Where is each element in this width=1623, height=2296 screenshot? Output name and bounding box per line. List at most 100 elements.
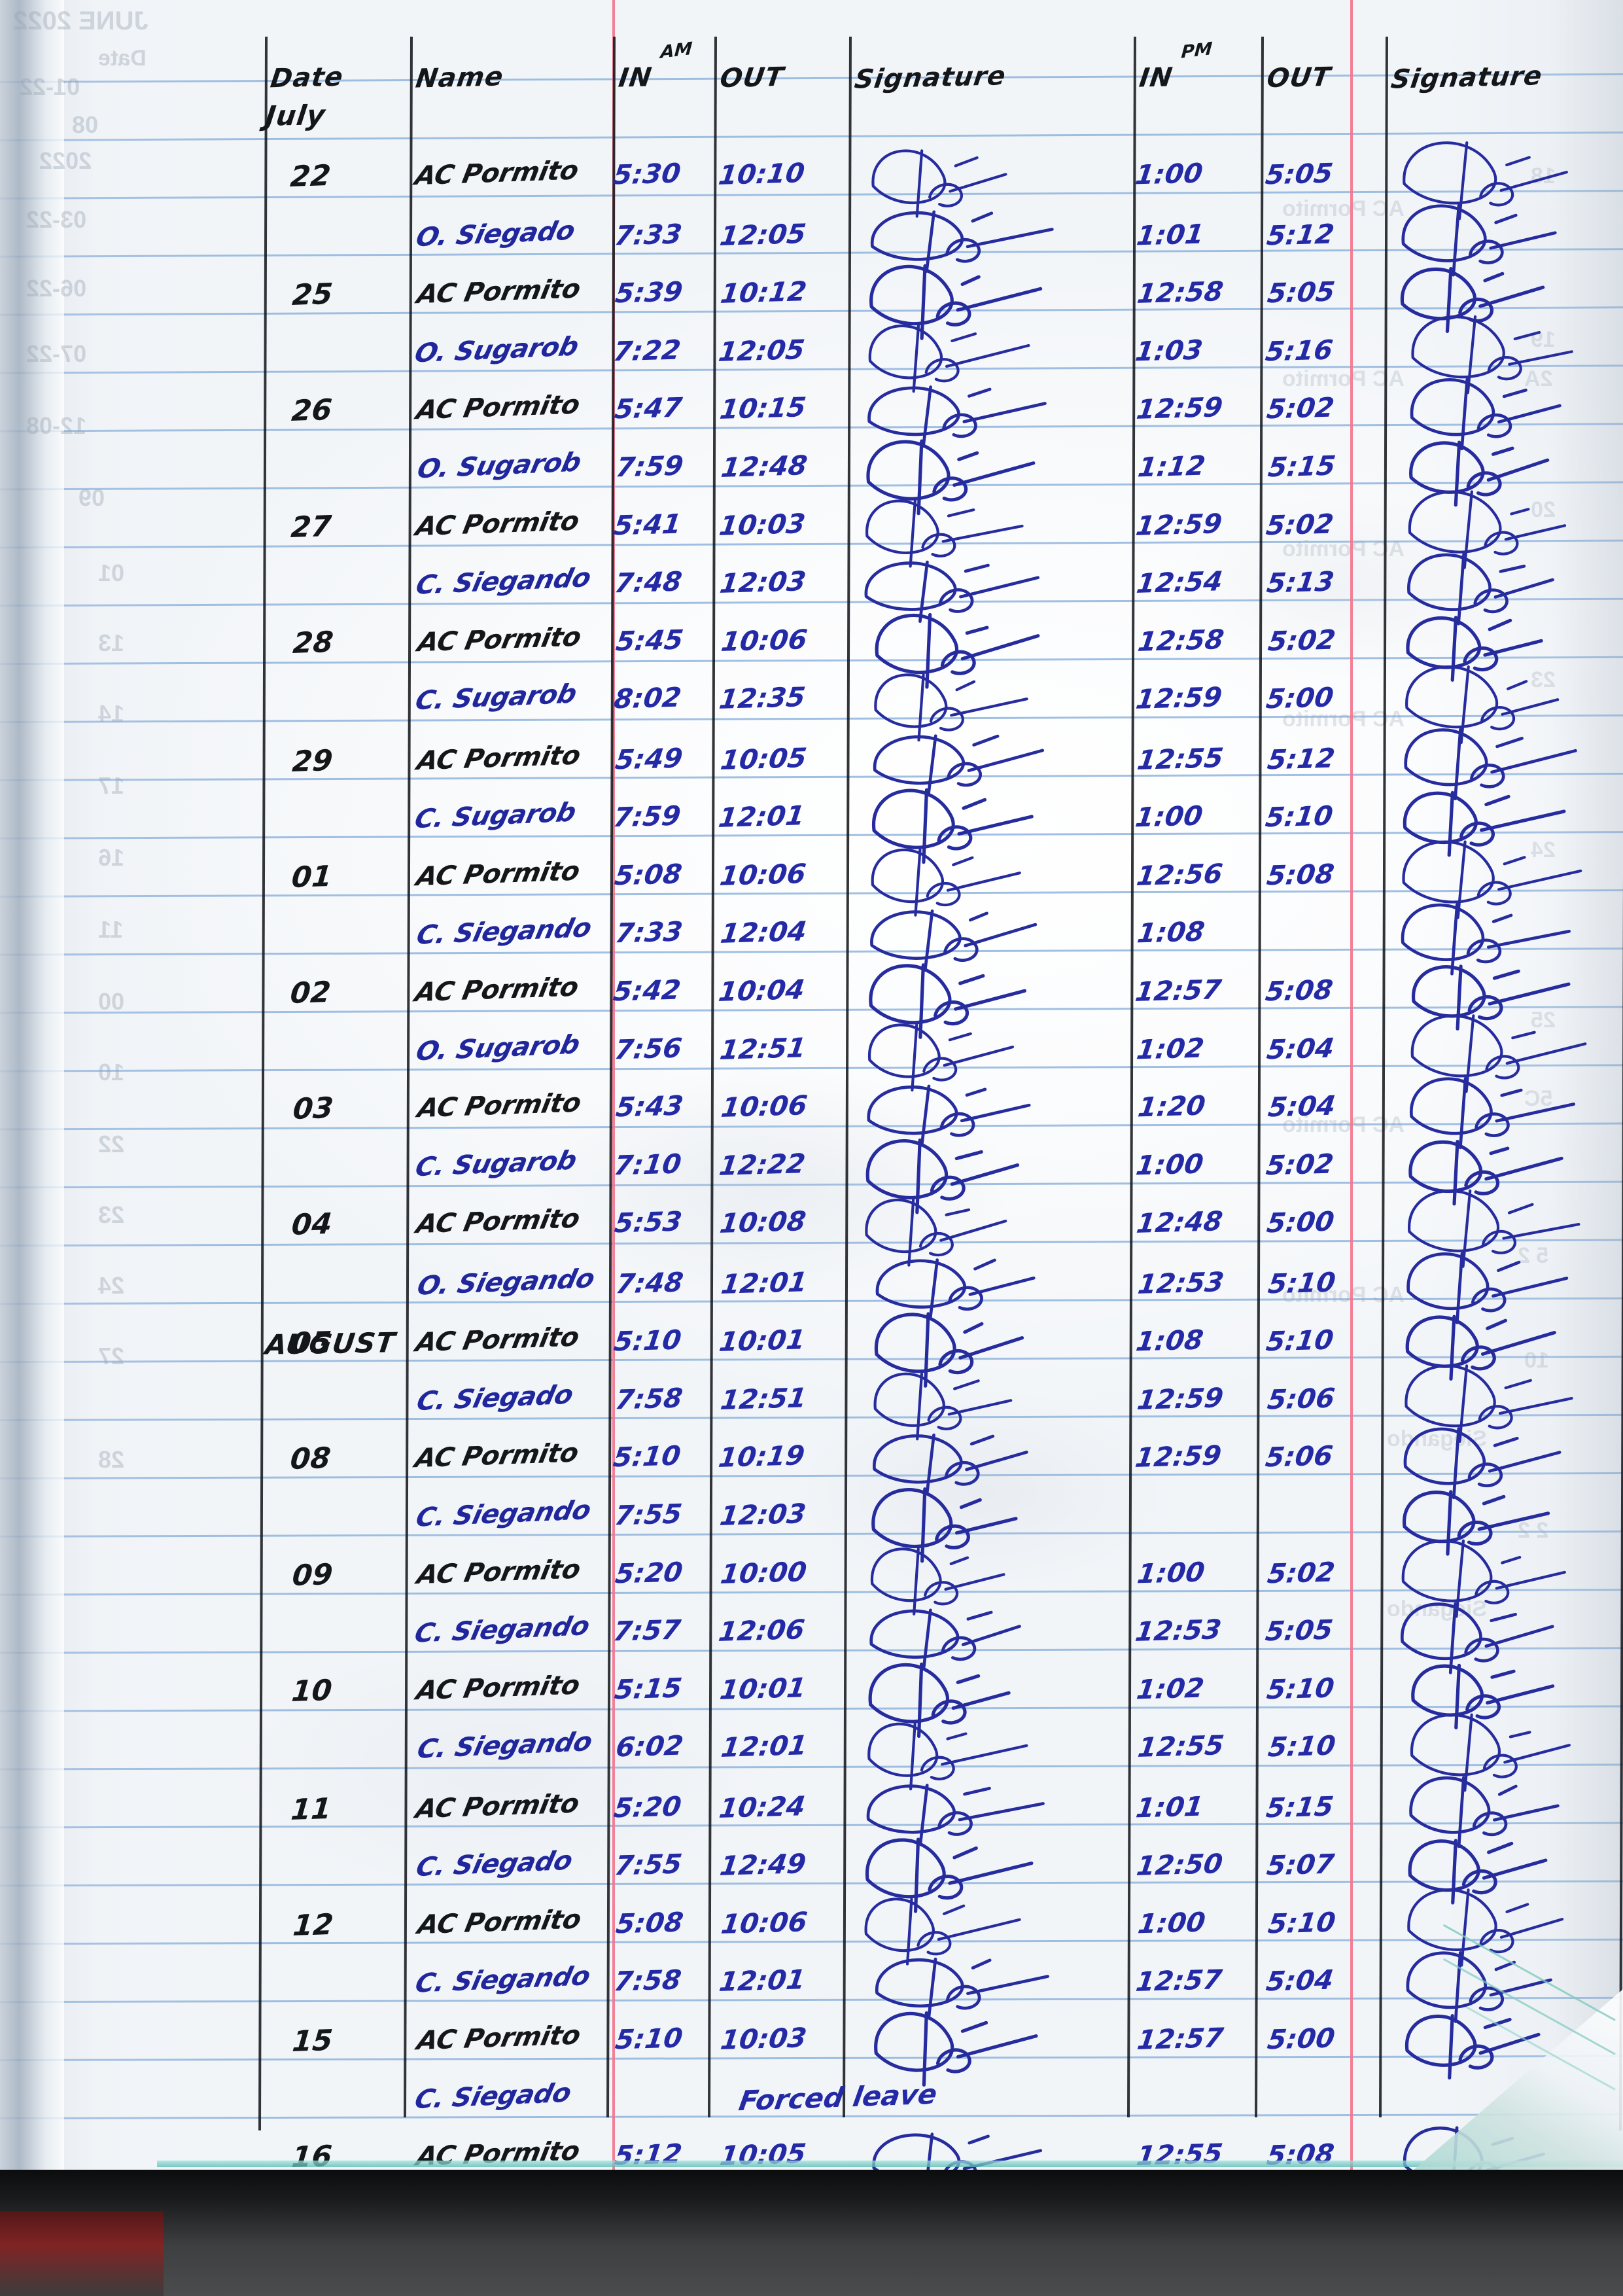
signature-pm bbox=[1395, 1120, 1616, 1213]
book-cover-edge bbox=[0, 2212, 164, 2296]
signature-am bbox=[859, 713, 1124, 805]
row-pm-out: 5:10 bbox=[1266, 1729, 1337, 1763]
row-am-in: 7:48 bbox=[614, 1266, 686, 1300]
row-am-out: 12:35 bbox=[717, 681, 808, 716]
row-am-in: 6:02 bbox=[614, 1729, 685, 1763]
attendance-table: Date Name IN AM OUT Signature IN PM OUT Signature… bbox=[258, 37, 1623, 2233]
signature-am bbox=[859, 596, 1124, 689]
row-am-out: 12:05 bbox=[718, 217, 808, 252]
column-header-out-3: OUT bbox=[718, 62, 786, 94]
red-margin-rule-right bbox=[1350, 0, 1353, 2179]
row-name: C. Sugarob bbox=[412, 679, 580, 716]
red-margin-rule-left bbox=[612, 0, 615, 2179]
row-name: AC Pormito bbox=[414, 274, 584, 310]
row-date: 01 bbox=[290, 859, 334, 894]
signature-pm bbox=[1395, 538, 1616, 631]
signature-am bbox=[859, 1644, 1124, 1739]
signature-am bbox=[859, 1703, 1124, 1795]
signature-pm bbox=[1395, 188, 1616, 281]
row-pm-in: 12:53 bbox=[1136, 1265, 1226, 1300]
signature-pm bbox=[1395, 363, 1616, 456]
row-am-in: 7:10 bbox=[612, 1148, 684, 1182]
row-am-in: 7:33 bbox=[612, 218, 684, 252]
signature-pm bbox=[1395, 654, 1616, 747]
row-am-out: 10:01 bbox=[717, 1324, 808, 1358]
row-am-in: 5:10 bbox=[612, 1324, 684, 1358]
row-name: AC Pormito bbox=[413, 1322, 582, 1358]
row-am-out: 12:49 bbox=[718, 1848, 809, 1882]
row-pm-out: 5:13 bbox=[1265, 565, 1336, 599]
row-pm-in: 1:03 bbox=[1134, 334, 1205, 368]
row-am-in: 7:59 bbox=[614, 450, 685, 484]
row-am-in: 7:56 bbox=[612, 1032, 684, 1066]
row-date: 28 bbox=[291, 625, 335, 660]
row-date: 22 bbox=[288, 159, 332, 194]
row-name: AC Pormito bbox=[412, 1438, 581, 1474]
signature-pm bbox=[1395, 305, 1616, 398]
signature-pm bbox=[1395, 1819, 1616, 1912]
row-pm-out: 5:15 bbox=[1264, 1790, 1336, 1824]
row-am-in: 5:42 bbox=[612, 974, 683, 1008]
signature-pm bbox=[1395, 1411, 1616, 1504]
row-name: AC Pormito bbox=[413, 1670, 582, 1706]
signature-am bbox=[859, 305, 1124, 398]
row-date: 15 bbox=[290, 2023, 334, 2059]
signature-am bbox=[859, 130, 1124, 223]
row-name: C. Siegando bbox=[411, 1611, 593, 1649]
row-date: 11 bbox=[289, 1792, 333, 1827]
row-date: 09 bbox=[290, 1557, 334, 1593]
signature-pm bbox=[1395, 945, 1616, 1038]
column-header-in-2: IN bbox=[616, 62, 654, 94]
row-am-out: 10:06 bbox=[719, 623, 809, 658]
column-header-superscript-pm: PM bbox=[1180, 39, 1213, 63]
row-am-in: 5:49 bbox=[613, 742, 685, 776]
row-pm-out: 5:06 bbox=[1263, 1439, 1335, 1474]
row-am-out: 10:04 bbox=[716, 974, 807, 1008]
row-am-in: 5:53 bbox=[613, 1205, 684, 1239]
row-pm-in: 12:56 bbox=[1134, 857, 1225, 892]
row-name: C. Siegado bbox=[411, 2077, 574, 2115]
row-am-out: 10:12 bbox=[718, 275, 809, 310]
row-pm-in: 1:01 bbox=[1134, 1790, 1206, 1824]
signature-am bbox=[859, 1178, 1124, 1271]
signature-pm bbox=[1395, 1470, 1616, 1563]
row-pm-out: 5:02 bbox=[1265, 1556, 1337, 1590]
column-divider bbox=[404, 37, 413, 2117]
signature-pm bbox=[1395, 1703, 1616, 1795]
signature-am bbox=[859, 1062, 1124, 1155]
row-pm-in: 12:59 bbox=[1134, 391, 1225, 426]
row-pm-out: 5:12 bbox=[1265, 218, 1336, 252]
row-am-out: 10:08 bbox=[718, 1205, 809, 1240]
row-pm-out: 5:10 bbox=[1266, 1266, 1338, 1300]
signature-am bbox=[859, 1761, 1124, 1854]
row-name: O. Siegando bbox=[414, 1263, 598, 1301]
row-pm-out: 5:08 bbox=[1265, 858, 1336, 892]
row-am-in: 5:45 bbox=[614, 624, 686, 658]
row-pm-out: 5:00 bbox=[1264, 681, 1336, 715]
row-pm-in: 1:08 bbox=[1135, 915, 1207, 949]
row-name: C. Siegando bbox=[413, 563, 594, 601]
row-name: C. Siegado bbox=[413, 1379, 576, 1417]
signature-am bbox=[859, 887, 1124, 980]
row-date: 29 bbox=[290, 743, 334, 779]
row-name: AC Pormito bbox=[412, 156, 581, 192]
row-pm-out: 5:10 bbox=[1266, 1906, 1338, 1940]
row-pm-in: 1:20 bbox=[1136, 1089, 1207, 1123]
row-am-out: 12:03 bbox=[718, 565, 809, 600]
signature-pm bbox=[1395, 421, 1616, 514]
row-pm-out: 5:04 bbox=[1265, 1032, 1336, 1066]
column-divider bbox=[708, 37, 717, 2117]
row-pm-in: 12:53 bbox=[1133, 1614, 1224, 1648]
row-pm-in: 12:57 bbox=[1135, 2022, 1225, 2056]
month-label: July bbox=[263, 99, 328, 132]
column-header-date-0: Date bbox=[268, 62, 345, 94]
row-pm-out: 5:00 bbox=[1265, 2022, 1337, 2056]
row-am-out: 12:05 bbox=[716, 333, 807, 368]
signature-am bbox=[859, 829, 1124, 922]
row-am-in: 7:59 bbox=[611, 800, 683, 834]
row-pm-in: 12:55 bbox=[1135, 741, 1225, 776]
row-pm-in: 1:02 bbox=[1134, 1672, 1206, 1706]
column-header-signature-4: Signature bbox=[852, 61, 1008, 95]
row-am-in: 7:57 bbox=[612, 1614, 683, 1648]
row-am-out: 12:03 bbox=[718, 1498, 808, 1532]
